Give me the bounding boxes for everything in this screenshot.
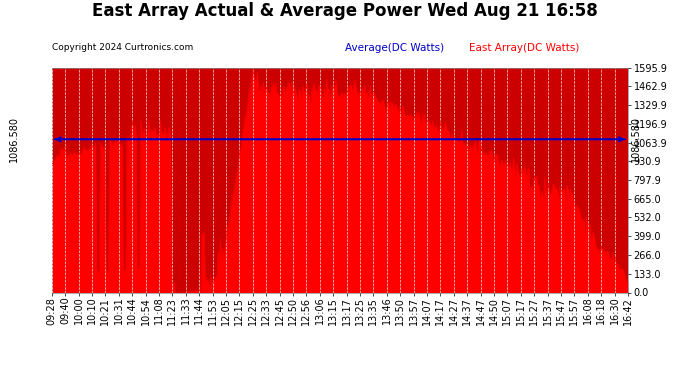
Text: Copyright 2024 Curtronics.com: Copyright 2024 Curtronics.com (52, 43, 193, 52)
Text: Average(DC Watts): Average(DC Watts) (345, 43, 444, 53)
Text: 1086.580: 1086.580 (9, 116, 19, 162)
Text: 1086.580: 1086.580 (631, 116, 641, 162)
Text: East Array Actual & Average Power Wed Aug 21 16:58: East Array Actual & Average Power Wed Au… (92, 2, 598, 20)
Text: East Array(DC Watts): East Array(DC Watts) (469, 43, 580, 53)
